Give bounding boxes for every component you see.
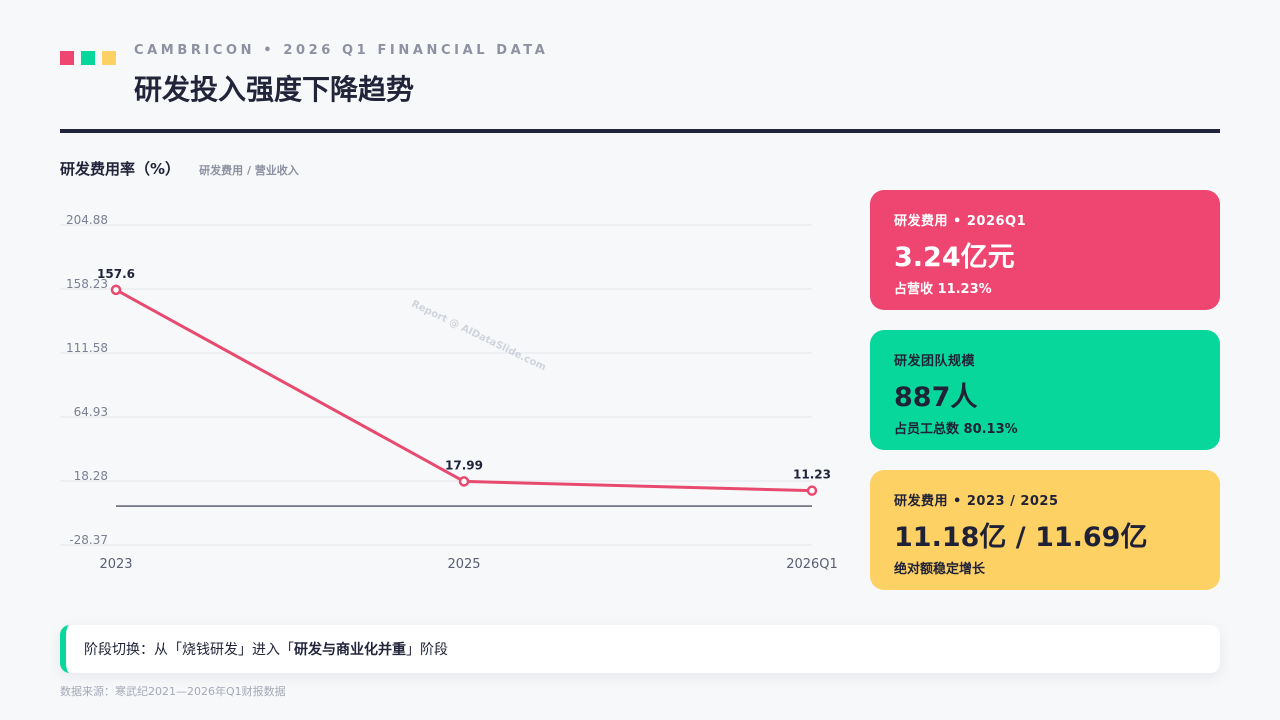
x-tick-label: 2025 (447, 557, 480, 572)
rd-expense-card: 研发费用 • 2026Q1 3.24亿元 占营收 11.23% (870, 190, 1220, 310)
y-tick-label: 204.88 (66, 213, 108, 227)
rd-team-card: 研发团队规模 887人 占员工总数 80.13% (870, 330, 1220, 450)
red-square (60, 51, 74, 65)
card-label: 研发费用 • 2023 / 2025 (894, 494, 1059, 509)
data-label: 17.99 (445, 458, 483, 472)
card-note: 占营收 11.23% (894, 282, 992, 297)
header-color-squares (60, 51, 116, 65)
card-note: 绝对额稳定增长 (894, 562, 986, 577)
card-value: 887人 (894, 382, 978, 413)
chart-header: 研发费用率（%） 研发费用 / 营业收入 (60, 158, 299, 179)
title-divider (60, 129, 1220, 133)
card-value: 11.18亿 / 11.69亿 (894, 522, 1148, 553)
eyebrow-text: CAMBRICON • 2026 Q1 FINANCIAL DATA (134, 43, 549, 58)
y-tick-label: 158.23 (66, 277, 108, 291)
chart-subtitle: 研发费用 / 营业收入 (199, 164, 299, 177)
rd-expense-history-card: 研发费用 • 2023 / 2025 11.18亿 / 11.69亿 绝对额稳定… (870, 470, 1220, 590)
note-suffix: 」阶段 (406, 642, 448, 658)
data-source: 数据来源：寒武纪2021—2026年Q1财报数据 (60, 685, 286, 698)
card-note: 占员工总数 80.13% (894, 422, 1018, 437)
chart-title: 研发费用率（%） (60, 160, 181, 178)
data-label: 157.6 (97, 267, 135, 281)
note-prefix: 阶段切换：从「烧钱研发」进入「 (84, 642, 294, 658)
stage-note-box: 阶段切换：从「烧钱研发」进入「 研发与商业化并重 」阶段 (60, 625, 1220, 673)
data-point (110, 284, 122, 296)
card-value: 3.24亿元 (894, 242, 1015, 273)
x-tick-label: 2026Q1 (786, 557, 838, 572)
green-square (81, 51, 95, 65)
chart-series: 157.6 17.99 11.23 (97, 267, 831, 496)
data-point (458, 476, 470, 487)
note-emphasis: 研发与商业化并重 (294, 642, 406, 658)
data-label: 11.23 (793, 468, 831, 482)
card-label: 研发费用 • 2026Q1 (894, 214, 1027, 229)
chart-gridlines (60, 224, 812, 546)
x-axis-ticks: 2023 2025 2026Q1 (99, 557, 837, 572)
y-tick-label: 111.58 (66, 341, 108, 355)
y-tick-label: -28.37 (69, 533, 108, 547)
yellow-square (102, 51, 116, 65)
y-axis-ticks: -28.37 18.28 64.93 111.58 158.23 204.88 (66, 213, 108, 547)
y-tick-label: 18.28 (74, 469, 108, 483)
x-tick-label: 2023 (99, 557, 132, 572)
y-tick-label: 64.93 (74, 405, 108, 419)
page-title: 研发投入强度下降趋势 (134, 73, 415, 106)
data-point (806, 485, 818, 496)
card-label: 研发团队规模 (894, 354, 976, 369)
